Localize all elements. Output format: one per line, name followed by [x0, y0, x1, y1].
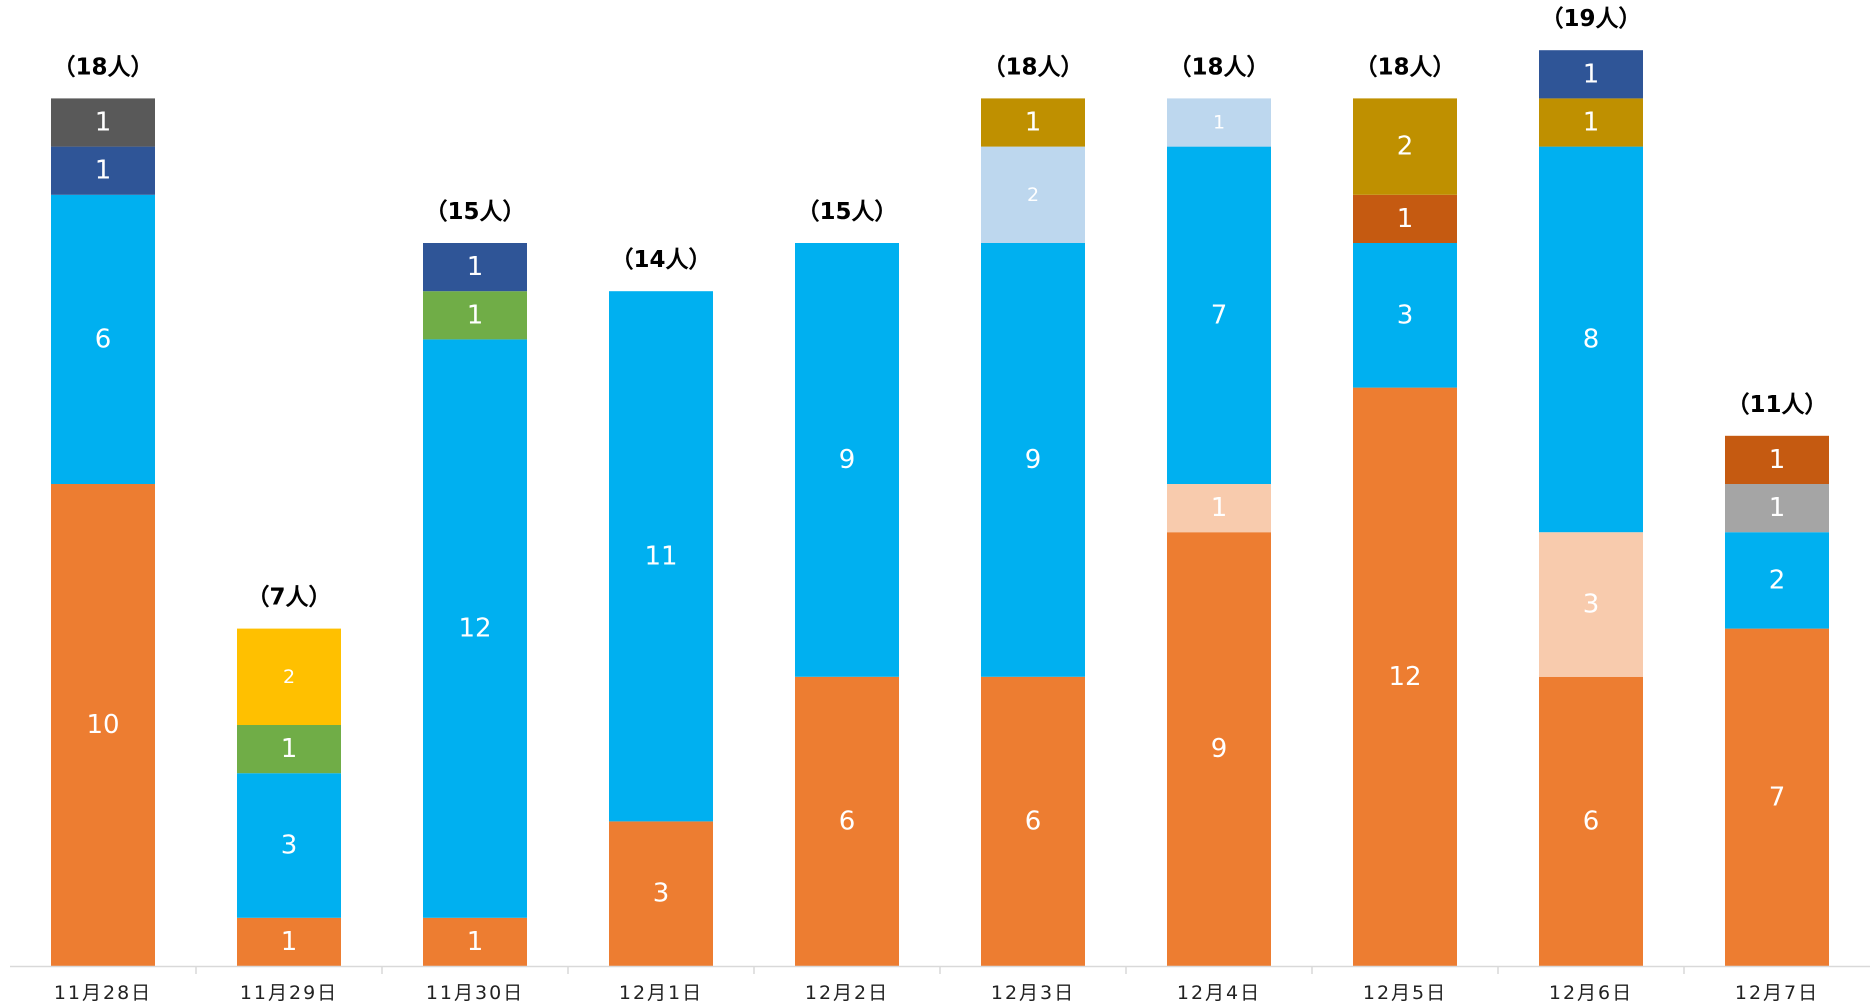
bar-segment [1167, 146, 1271, 484]
bar-total-label: （18人） [982, 53, 1083, 80]
bar-segment [981, 243, 1085, 677]
bar-segment [1167, 98, 1271, 147]
x-tick-label: 11月28日 [54, 982, 152, 1004]
bar-segment-value-label: 1 [95, 156, 112, 186]
bar-segment [1725, 484, 1829, 533]
bar-segment-value-label: 12 [1388, 662, 1421, 692]
bar-segment-value-label: 1 [467, 300, 484, 330]
bar-segment [51, 146, 155, 195]
bar-segment-value-label: 1 [1769, 445, 1786, 475]
bar-segment-value-label: 7 [1769, 782, 1786, 812]
bar-segment-value-label: 8 [1583, 324, 1600, 354]
bar-segment [51, 194, 155, 485]
bar-segment-value-label: 9 [1025, 445, 1042, 475]
bar-segment-value-label: 12 [458, 614, 491, 644]
bar-total-label: （15人） [796, 198, 897, 225]
bar-segment [1167, 532, 1271, 966]
bar-total-label: （18人） [1168, 53, 1269, 80]
bar-segment [1725, 435, 1829, 484]
bar-segment-value-label: 9 [839, 445, 856, 475]
bar-segment [981, 676, 1085, 966]
bar-segment [981, 146, 1085, 243]
bar-segment [1539, 98, 1643, 147]
bar-segment [237, 628, 341, 725]
bar-segment-value-label: 1 [1583, 59, 1600, 89]
bar-segment [795, 676, 899, 966]
bar-segment [423, 243, 527, 292]
bar-segment [1167, 484, 1271, 533]
x-tick-label: 12月4日 [1177, 982, 1261, 1004]
x-tick-label: 12月6日 [1549, 982, 1633, 1004]
bar-segment-value-label: 1 [281, 927, 298, 957]
bar-segment-value-label: 1 [281, 734, 298, 764]
bar-segment-value-label: 1 [1213, 112, 1225, 134]
bar-segment-value-label: 3 [1397, 300, 1414, 330]
x-tick-label: 12月1日 [619, 982, 703, 1004]
bar-segment-value-label: 9 [1211, 734, 1228, 764]
bar-total-label: （15人） [424, 198, 525, 225]
bar-segment-value-label: 6 [95, 324, 112, 354]
bar-segment [1353, 243, 1457, 388]
bar-segment-value-label: 6 [1583, 806, 1600, 836]
bar-total-label: （19人） [1540, 5, 1641, 32]
bar-segment [51, 98, 155, 147]
bar-segment [1539, 532, 1643, 677]
bar-segment-value-label: 3 [281, 831, 298, 861]
bar-segment [609, 291, 713, 822]
bar-segment [51, 484, 155, 966]
bar-segment-value-label: 2 [1397, 132, 1414, 162]
bar-segment-value-label: 1 [1025, 108, 1042, 138]
bar-segment-value-label: 10 [86, 710, 119, 740]
bar-segment-value-label: 2 [283, 666, 295, 688]
bar-segment [1725, 628, 1829, 966]
bar-segment [237, 917, 341, 966]
x-axis: 11月28日 11月29日 11月30日 12月1日 12月2日 12月3日 12月4日 12… [10, 965, 1870, 1004]
bar-segment [795, 243, 899, 677]
bar-segment [237, 773, 341, 918]
bar-segment [1725, 532, 1829, 629]
bar-segment [1353, 194, 1457, 243]
bar-segment [1539, 676, 1643, 966]
bar-total-label: （14人） [610, 246, 711, 273]
x-tick-label: 12月3日 [991, 982, 1075, 1004]
bar-segment [981, 98, 1085, 147]
bar-segment-value-label: 1 [1211, 493, 1228, 523]
x-tick-label: 12月2日 [805, 982, 889, 1004]
bar-segment [423, 339, 527, 918]
x-tick-label: 12月7日 [1735, 982, 1819, 1004]
bar-segment [237, 725, 341, 774]
bar-segment [609, 821, 713, 966]
bars-layer: 1061113121121131169692191711231263811721… [51, 50, 1829, 967]
bar-total-label: （7人） [246, 584, 331, 611]
bar-segment-value-label: 7 [1211, 300, 1228, 330]
bar-segment-value-label: 1 [95, 108, 112, 138]
bar-segment-value-label: 1 [467, 927, 484, 957]
x-tick-label: 11月30日 [426, 982, 524, 1004]
bar-segment-value-label: 1 [1769, 493, 1786, 523]
bar-total-label: （18人） [52, 53, 153, 80]
bar-segment-value-label: 11 [644, 541, 677, 571]
bar-total-label: （18人） [1354, 53, 1455, 80]
bar-segment [1539, 146, 1643, 533]
bar-segment [1353, 387, 1457, 967]
bar-segment [1539, 50, 1643, 99]
x-tick-label: 12月5日 [1363, 982, 1447, 1004]
bar-segment-value-label: 3 [653, 879, 670, 909]
totals-layer: （18人） （7人） （15人） （14人） （15人） （18人） （18人） （18人） （… [52, 5, 1827, 610]
bar-segment-value-label: 2 [1027, 184, 1039, 206]
bar-segment-value-label: 6 [1025, 806, 1042, 836]
bar-segment-value-label: 6 [839, 806, 856, 836]
bar-segment-value-label: 1 [1583, 108, 1600, 138]
bar-segment [423, 291, 527, 340]
bar-segment-value-label: 1 [1397, 204, 1414, 234]
bar-total-label: （11人） [1726, 391, 1827, 418]
bar-segment-value-label: 3 [1583, 590, 1600, 620]
x-tick-label: 11月29日 [240, 982, 338, 1004]
bar-segment [1353, 98, 1457, 195]
bar-segment-value-label: 2 [1769, 565, 1786, 595]
bar-segment [423, 917, 527, 966]
bar-segment-value-label: 1 [467, 252, 484, 282]
